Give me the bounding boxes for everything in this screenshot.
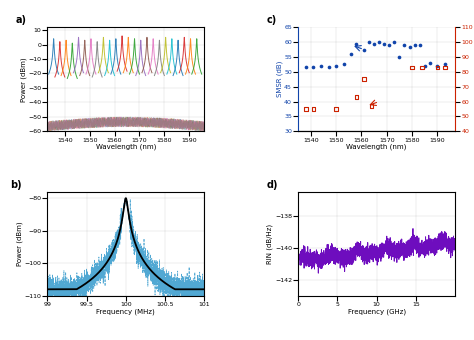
Y-axis label: SMSR (dB): SMSR (dB) — [276, 61, 283, 98]
Point — [370, 41, 378, 46]
Point — [360, 76, 368, 82]
Point — [360, 47, 368, 52]
Point — [408, 65, 416, 70]
Y-axis label: Power (dBm): Power (dBm) — [20, 57, 27, 102]
Point — [317, 63, 325, 69]
Point — [353, 41, 360, 46]
Point — [332, 63, 340, 69]
Point — [401, 42, 408, 48]
Point — [385, 42, 393, 48]
Point — [416, 42, 423, 48]
Point — [441, 62, 449, 67]
X-axis label: Frequency (MHz): Frequency (MHz) — [96, 308, 155, 315]
X-axis label: Wavelength (nm): Wavelength (nm) — [346, 144, 407, 150]
Point — [353, 95, 360, 100]
Point — [310, 106, 317, 112]
Y-axis label: Power (dBm): Power (dBm) — [17, 221, 23, 266]
Point — [310, 65, 317, 70]
Point — [421, 63, 428, 69]
Text: d): d) — [267, 180, 278, 190]
Point — [365, 39, 373, 45]
Point — [368, 103, 375, 109]
Text: a): a) — [16, 15, 27, 25]
Point — [381, 41, 388, 46]
Point — [396, 54, 403, 60]
Text: c): c) — [267, 15, 277, 25]
Point — [347, 51, 355, 57]
Point — [340, 62, 347, 67]
Point — [434, 65, 441, 70]
X-axis label: Frequency (GHz): Frequency (GHz) — [347, 308, 406, 315]
Point — [325, 65, 332, 70]
Point — [406, 44, 413, 49]
Point — [411, 42, 419, 48]
Point — [332, 106, 340, 112]
Point — [426, 60, 434, 66]
Point — [391, 39, 398, 45]
Point — [434, 63, 441, 69]
Point — [375, 39, 383, 45]
Y-axis label: RIN (dB/Hz): RIN (dB/Hz) — [267, 224, 273, 264]
Point — [302, 106, 310, 112]
Point — [441, 65, 449, 70]
X-axis label: Wavelength (nm): Wavelength (nm) — [96, 144, 156, 150]
Point — [302, 65, 310, 70]
Text: b): b) — [10, 180, 21, 190]
Point — [419, 65, 426, 70]
